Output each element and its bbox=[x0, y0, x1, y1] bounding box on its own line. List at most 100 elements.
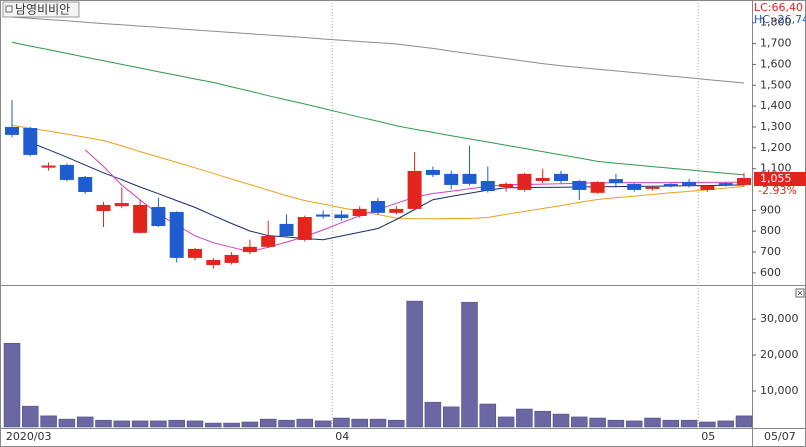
y-tick-label: 1,700 bbox=[760, 37, 792, 50]
candle-body bbox=[23, 128, 38, 155]
volume-bar bbox=[388, 419, 405, 428]
candle-body bbox=[627, 183, 642, 190]
candle-body bbox=[554, 173, 568, 181]
candle-body bbox=[78, 177, 93, 193]
stock-name: 남영비비안 bbox=[15, 3, 70, 17]
candle-body bbox=[297, 217, 312, 240]
candle-body bbox=[480, 180, 495, 191]
candle-body bbox=[261, 236, 276, 247]
candle-body bbox=[41, 165, 56, 168]
candle-body bbox=[188, 248, 202, 258]
volume-bar bbox=[150, 420, 167, 428]
volume-bar bbox=[186, 420, 204, 428]
y-tick-label: 1,200 bbox=[760, 141, 792, 154]
candle-body bbox=[517, 173, 532, 190]
candle-body bbox=[151, 207, 166, 226]
candle-body bbox=[407, 170, 422, 209]
candle-body bbox=[371, 200, 385, 213]
volume-bar bbox=[607, 419, 625, 428]
x-tick-label: 04 bbox=[335, 430, 349, 443]
moving-average-line bbox=[11, 16, 745, 84]
y-tick-label: 600 bbox=[760, 266, 781, 279]
candle-body bbox=[718, 183, 733, 185]
volume-bar bbox=[479, 403, 497, 428]
volume-bar bbox=[497, 416, 515, 428]
volume-bar bbox=[461, 301, 478, 428]
title-box[interactable] bbox=[2, 1, 80, 18]
volume-bar bbox=[699, 421, 716, 428]
candle-body bbox=[737, 178, 751, 185]
candle-body bbox=[279, 223, 294, 237]
y-tick-label: 900 bbox=[760, 203, 781, 216]
volume-bar bbox=[369, 418, 387, 428]
candle-body bbox=[316, 214, 331, 217]
change-rate: -2.93% bbox=[758, 184, 797, 197]
moving-average-line bbox=[11, 41, 745, 176]
volume-bar bbox=[516, 408, 533, 428]
volume-bar bbox=[241, 421, 259, 428]
volume-bar bbox=[351, 418, 368, 428]
title-icon bbox=[5, 5, 13, 13]
close-panel-button[interactable] bbox=[795, 288, 805, 298]
volume-bar bbox=[259, 418, 277, 428]
candle-body bbox=[224, 254, 239, 263]
volume-bar bbox=[40, 415, 57, 428]
volume-bar bbox=[296, 418, 314, 428]
candle-body bbox=[242, 246, 257, 253]
candle-body bbox=[499, 183, 514, 188]
moving-average-line bbox=[30, 142, 745, 241]
candle-body bbox=[352, 208, 367, 216]
volume-bar bbox=[95, 419, 112, 428]
volume-bar bbox=[625, 420, 643, 428]
candle-body bbox=[572, 180, 587, 190]
candle-body bbox=[700, 185, 715, 190]
last-price: 1,055 bbox=[760, 172, 792, 185]
y-tick-label: 700 bbox=[760, 245, 781, 258]
volume-bar bbox=[131, 420, 149, 428]
candle-body bbox=[96, 204, 111, 211]
last-date: 05/07 bbox=[764, 430, 796, 443]
volume-bar bbox=[76, 416, 94, 428]
candle-body bbox=[334, 214, 349, 219]
candle-body bbox=[114, 203, 129, 207]
volume-bar bbox=[333, 417, 350, 428]
candle-body bbox=[59, 164, 74, 180]
candle-body bbox=[5, 126, 19, 135]
volume-bar bbox=[314, 420, 332, 428]
candle-body bbox=[169, 212, 184, 258]
y-tick-label: 1,600 bbox=[760, 57, 792, 70]
volume-bar bbox=[424, 401, 442, 428]
y-tick-label: 1,100 bbox=[760, 162, 792, 175]
volume-bar bbox=[113, 420, 131, 428]
y-tick-label: 1,400 bbox=[760, 99, 792, 112]
volume-bar bbox=[205, 422, 222, 428]
candle-body bbox=[590, 182, 605, 193]
y-tick-label: 10,000 bbox=[760, 384, 799, 397]
volume-bar bbox=[168, 419, 185, 428]
volume-bar bbox=[644, 417, 661, 428]
volume-bar bbox=[662, 419, 680, 428]
volume-bar bbox=[3, 342, 21, 428]
candle-body bbox=[663, 183, 678, 186]
volume-bar bbox=[278, 419, 295, 428]
volume-bar bbox=[534, 410, 551, 428]
volume-bar bbox=[223, 422, 240, 428]
volume-bar bbox=[58, 418, 76, 428]
hc-label: HC:-26,74 bbox=[754, 13, 806, 26]
candle-body bbox=[425, 169, 440, 175]
candle-body bbox=[444, 173, 459, 185]
volume-bar bbox=[552, 413, 570, 428]
candle-body bbox=[389, 208, 404, 213]
volume-bar bbox=[735, 415, 753, 428]
volume-bar bbox=[680, 419, 698, 428]
candle-body bbox=[608, 179, 623, 184]
y-tick-label: 1,500 bbox=[760, 78, 792, 91]
volume-bar bbox=[571, 416, 588, 428]
close-icon: × bbox=[797, 289, 804, 298]
x-tick-label: 2020/03 bbox=[6, 430, 52, 443]
y-tick-label: 20,000 bbox=[760, 348, 799, 361]
volume-bar bbox=[442, 406, 460, 428]
y-tick-label: 30,000 bbox=[760, 312, 799, 325]
